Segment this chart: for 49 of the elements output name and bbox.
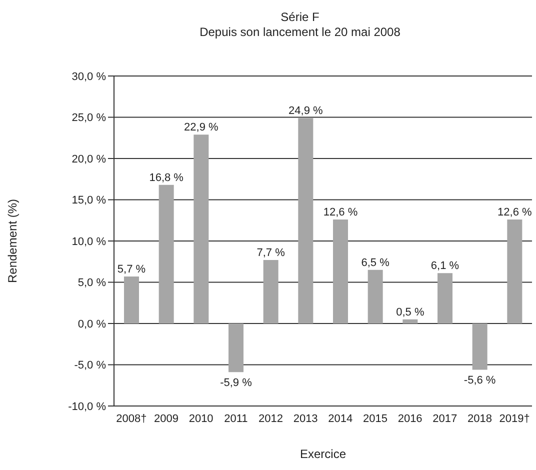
bar	[507, 220, 522, 324]
x-tick-label: 2009	[154, 412, 178, 425]
y-tick-label: 10,0 %	[72, 236, 106, 248]
data-label: 5,7 %	[117, 263, 146, 276]
x-tick-label: 2018	[468, 412, 492, 425]
y-tick-label: -5,0 %	[74, 360, 106, 372]
data-label: -5,9 %	[220, 377, 252, 390]
y-axis-title: Rendement (%)	[5, 198, 20, 284]
bar	[158, 184, 174, 324]
x-tick-label: 2019†	[499, 412, 530, 425]
bar	[333, 220, 348, 324]
data-label: 12,6 %	[323, 206, 358, 219]
chart-title: Série F	[280, 10, 320, 25]
y-tick-label: 5,0 %	[78, 277, 106, 290]
data-label: 0,5 %	[396, 306, 424, 318]
data-label: 16,8 %	[149, 172, 184, 184]
x-tick-label: 2010	[188, 412, 214, 425]
x-tick-label: 2008†	[116, 412, 147, 425]
y-tick-label: -10,0 %	[68, 400, 106, 413]
bar	[194, 134, 209, 324]
x-tick-label: 2014	[328, 412, 353, 425]
y-tick-label: 20,0 %	[72, 153, 106, 166]
data-label: 6,5 %	[361, 256, 390, 269]
data-label: 12,6 %	[498, 206, 532, 219]
bar	[298, 118, 314, 324]
data-label: 22,9 %	[184, 122, 219, 134]
y-tick-label: 15,0 %	[72, 194, 106, 207]
y-tick-label: 30,0 %	[72, 70, 106, 83]
bar	[472, 324, 488, 370]
x-tick-label: 2012	[258, 412, 283, 425]
bar	[368, 270, 383, 324]
bar	[263, 260, 278, 324]
bar	[228, 324, 244, 372]
y-tick-label: 0,0 %	[78, 318, 106, 330]
data-label: 24,9 %	[288, 105, 324, 118]
data-label: 7,7 %	[256, 246, 286, 259]
x-tick-label: 2015	[363, 412, 388, 425]
bar	[124, 276, 139, 324]
x-tick-label: 2013	[293, 412, 318, 425]
bar	[402, 319, 418, 324]
x-tick-label: 2016	[398, 412, 422, 425]
x-tick-label: 2011	[224, 412, 248, 425]
data-label: -5,6 %	[464, 374, 496, 387]
data-label: 6,1 %	[430, 260, 460, 272]
bar	[438, 273, 452, 324]
y-tick-label: 25,0 %	[72, 112, 106, 124]
chart-subtitle: Depuis son lancement le 20 mai 2008	[198, 25, 402, 40]
x-axis-title: Exercice	[300, 447, 346, 461]
x-tick-label: 2017	[432, 412, 458, 425]
